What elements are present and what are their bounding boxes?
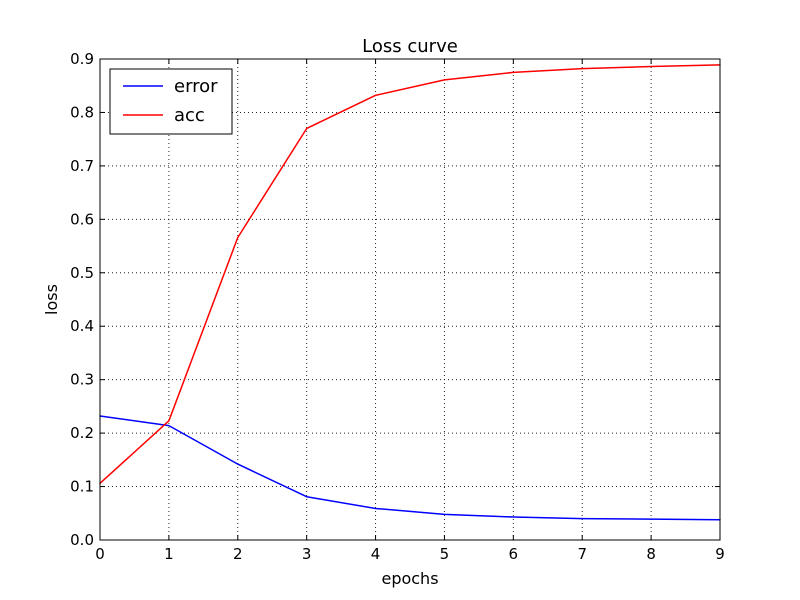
- y-tick-label: 0.2: [70, 424, 94, 442]
- x-tick-label: 3: [302, 545, 312, 563]
- x-tick-label: 8: [646, 545, 656, 563]
- y-tick-label: 0.5: [70, 264, 94, 282]
- legend-label-error: error: [174, 76, 218, 97]
- y-tick-label: 0.4: [70, 317, 94, 335]
- tick-labels: 0 1 2 3 4 5 6 7 8 9 0.0 0.1 0.2 0.3 0.4 0.5 0.6 0.7 0.8 0.9: [70, 50, 725, 563]
- y-tick-label: 0.6: [70, 210, 94, 228]
- y-tick-label: 0.9: [70, 50, 94, 68]
- x-tick-label: 2: [233, 545, 243, 563]
- y-tick-label: 0.1: [70, 478, 94, 496]
- x-axis-label: epochs: [381, 569, 438, 588]
- x-tick-label: 7: [577, 545, 587, 563]
- chart-title: Loss curve: [362, 36, 458, 57]
- y-tick-label: 0.7: [70, 157, 94, 175]
- plot-frame: [99, 58, 721, 541]
- axis-ticks: [99, 58, 721, 541]
- legend-label-acc: acc: [174, 105, 205, 126]
- grid: [100, 59, 720, 540]
- y-tick-label: 0.3: [70, 371, 94, 389]
- y-tick-label: 0.8: [70, 103, 94, 121]
- x-tick-label: 0: [95, 545, 105, 563]
- legend-box: [109, 68, 233, 135]
- x-tick-label: 6: [509, 545, 519, 563]
- x-tick-label: 9: [715, 545, 725, 563]
- y-tick-label: 0.0: [70, 531, 94, 549]
- legend: error acc: [109, 68, 233, 135]
- x-tick-label: 1: [164, 545, 174, 563]
- series-line-error: [99, 415, 721, 521]
- series-lines: [99, 64, 721, 521]
- x-tick-label: 5: [440, 545, 450, 563]
- x-tick-label: 4: [371, 545, 381, 563]
- series-line-acc: [99, 64, 721, 485]
- y-axis-label: loss: [42, 284, 61, 315]
